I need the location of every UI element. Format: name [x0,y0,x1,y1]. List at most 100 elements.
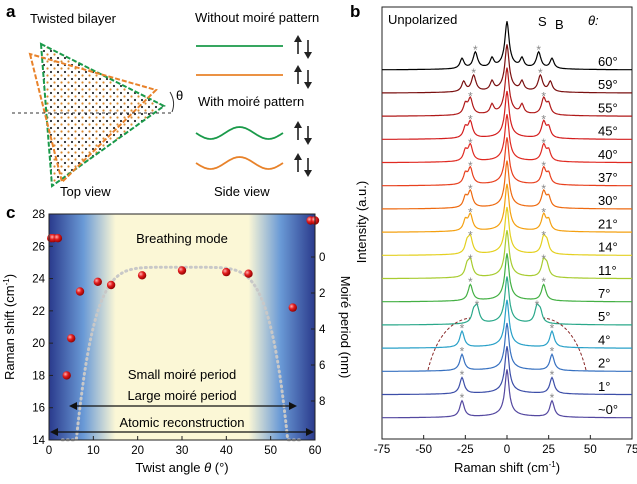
large-moire-arrow [69,402,297,410]
y-tick-label: 18 [32,370,45,382]
peak-marker: * [535,298,540,312]
peak-marker: * [541,182,546,196]
peak-marker: * [541,136,546,150]
breathing-mode-label: Breathing mode [136,231,228,246]
small-moire-period-label: Small moiré period [128,367,236,382]
x-tick-label: 75 [626,444,637,456]
spectrum-59° [382,44,632,94]
orange-layer-outline [28,52,158,184]
angle-label: 55° [598,100,618,115]
peak-marker: * [541,159,546,173]
angle-label: 11° [598,263,617,278]
side-view-label: Side view [214,184,270,199]
y2-tick-label: 4 [319,324,326,336]
spin-arrows-top [294,35,312,89]
lattice-dots [41,44,164,186]
data-point [106,280,116,290]
spectrum-~0° [382,369,632,419]
angle-header: θ: [588,13,599,28]
peak-marker: * [460,368,465,382]
without-moire-label: Without moiré pattern [195,10,319,25]
peak-marker: * [541,89,546,103]
plot-c-xlabel: Twist angle θ (°) [135,460,228,475]
y-tick-label: 16 [32,403,45,415]
peak-marker: * [468,159,473,173]
spectrum-55° [382,67,632,117]
data-point [222,267,231,277]
data-point [177,266,187,275]
guide-curve-right [543,317,587,371]
wavy-green-layer [195,126,284,140]
spectrum-30° [382,160,632,210]
angle-label: 37° [598,170,618,185]
plot-b-xlabel: Raman shift (cm-1) [454,460,560,475]
spectrum-1° [382,346,632,396]
x-tick-label: 50 [264,445,277,457]
spectrum-21° [382,183,632,233]
guide-curve-left [427,317,471,371]
y-tick-label: 24 [32,274,45,286]
peak-marker: * [460,391,465,405]
atomic-reconstruction-label: Atomic reconstruction [120,415,245,430]
x-tick-label: 20 [131,445,144,457]
x-tick-label: 30 [176,445,189,457]
angle-label: 2° [598,356,610,371]
peak-marker: * [468,252,473,266]
large-moire-period-label: Large moiré period [127,388,236,403]
peak-marker: * [550,345,555,359]
data-point [244,269,253,278]
spectrum-4° [382,299,632,349]
plot-b-ylabel: Intensity (a.u.) [354,181,369,263]
spectrum-40° [382,114,632,164]
spectrum-7° [382,253,632,303]
x-tick-label: -25 [457,444,474,456]
peak-marker: * [550,321,555,335]
unpolarized-label: Unpolarized [388,12,457,27]
angle-label: 40° [598,147,618,162]
angle-label: 5° [598,309,610,324]
angle-arc [169,91,175,113]
y-tick-label: 28 [32,209,45,221]
angle-label: 60° [598,54,618,69]
panel-c-letter: c [6,203,15,222]
x-tick-label: 10 [87,445,100,457]
y2-tick-label: 8 [319,396,325,408]
data-point [93,277,103,286]
data-point [62,371,71,380]
peak-marker: * [460,345,465,359]
peak-marker: * [536,43,541,57]
peak-marker: * [460,321,465,335]
spectrum-5° [382,276,632,326]
panel-a-letter: a [6,2,16,21]
peak-marker: * [550,391,555,405]
peak-marker: * [473,43,478,57]
angle-label: 30° [598,193,618,208]
peak-marker: * [468,136,473,150]
peak-S-label: S [538,14,547,29]
panel-b-letter: b [350,2,360,21]
peak-marker: * [541,275,546,289]
plot-b-ticks: -75 -50 -25 0 25 50 75 [374,435,637,456]
x-tick-label: 60 [309,445,322,457]
peak-marker: * [475,298,480,312]
spectrum-14° [382,206,632,256]
data-point [288,303,297,312]
panel-a-title: Twisted bilayer [30,11,117,26]
data-point [75,287,85,296]
x-tick-label: 0 [46,445,52,457]
y2-tick-label: 2 [319,288,325,300]
peak-marker: * [468,229,473,243]
peak-B-label: B [555,17,564,32]
green-layer-outline [39,42,166,188]
x-tick-label: 40 [220,445,233,457]
peak-marker: * [468,113,473,127]
peak-marker: * [468,182,473,196]
y2-tick-label: 6 [319,360,325,372]
y-tick-label: 20 [32,338,45,350]
x-tick-label: -50 [415,444,432,456]
peak-marker: * [468,205,473,219]
spectrum-37° [382,137,632,187]
x-tick-label: 50 [584,444,597,456]
spectrum-60° [382,21,632,71]
